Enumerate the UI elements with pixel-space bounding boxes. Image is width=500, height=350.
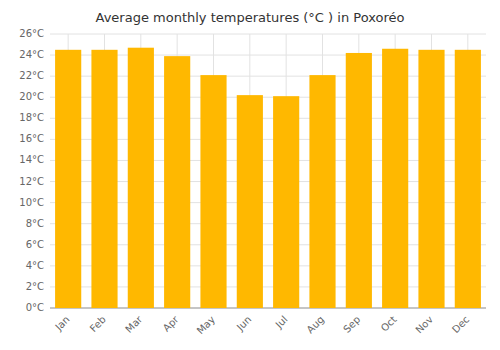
x-tick-label: Oct <box>379 314 399 334</box>
y-tick-label: 2°C <box>26 281 44 292</box>
bar <box>346 53 372 308</box>
x-tick-label: Apr <box>161 313 182 334</box>
y-tick-label: 0°C <box>26 302 44 313</box>
bar <box>309 75 335 308</box>
x-tick-label: Nov <box>413 314 435 336</box>
bar <box>200 75 226 308</box>
y-tick-label: 24°C <box>19 49 44 60</box>
y-tick-label: 8°C <box>26 218 44 229</box>
x-tick-label: Dec <box>450 314 471 335</box>
bar <box>128 48 154 308</box>
x-tick-label: Jul <box>273 314 290 331</box>
y-grid-line <box>50 34 486 35</box>
chart-container: 0°C 2°C 4°C 6°C 8°C 10°C 12°C 14°C 16°C 18°C 20°C 2… <box>0 0 500 350</box>
y-tick-label: 4°C <box>26 260 44 271</box>
y-tick-label: 16°C <box>19 133 44 144</box>
bar <box>455 50 481 308</box>
bars <box>55 48 481 308</box>
y-tick-label: 14°C <box>19 154 44 165</box>
chart-svg: 0°C 2°C 4°C 6°C 8°C 10°C 12°C 14°C 16°C 18°C 20°C 2… <box>0 0 500 350</box>
x-tick-label: Jun <box>234 314 254 334</box>
x-tick-label: Jan <box>52 314 71 333</box>
x-tick-label: Aug <box>304 314 326 336</box>
x-tick-label: Mar <box>123 313 145 335</box>
y-tick-label: 10°C <box>19 197 44 208</box>
y-tick-label: 18°C <box>19 112 44 123</box>
axes: 0°C 2°C 4°C 6°C 8°C 10°C 12°C 14°C 16°C 18°C 20°C 2… <box>19 28 486 336</box>
y-tick-label: 12°C <box>19 176 44 187</box>
y-tick-label: 26°C <box>19 28 44 39</box>
bar <box>55 50 81 308</box>
bar <box>237 95 263 308</box>
y-tick-label: 20°C <box>19 91 44 102</box>
y-tick-label: 6°C <box>26 239 44 250</box>
bar <box>382 49 408 308</box>
x-tick-label: May <box>195 314 217 336</box>
y-tick-label: 22°C <box>19 70 44 81</box>
chart-title: Average monthly temperatures (°C ) in Po… <box>96 10 405 25</box>
bar <box>418 50 444 308</box>
bar <box>273 96 299 308</box>
grid <box>50 34 486 308</box>
bar <box>91 50 117 308</box>
bar <box>164 56 190 308</box>
x-tick-label: Sep <box>341 314 362 335</box>
x-tick-label: Feb <box>88 314 108 334</box>
